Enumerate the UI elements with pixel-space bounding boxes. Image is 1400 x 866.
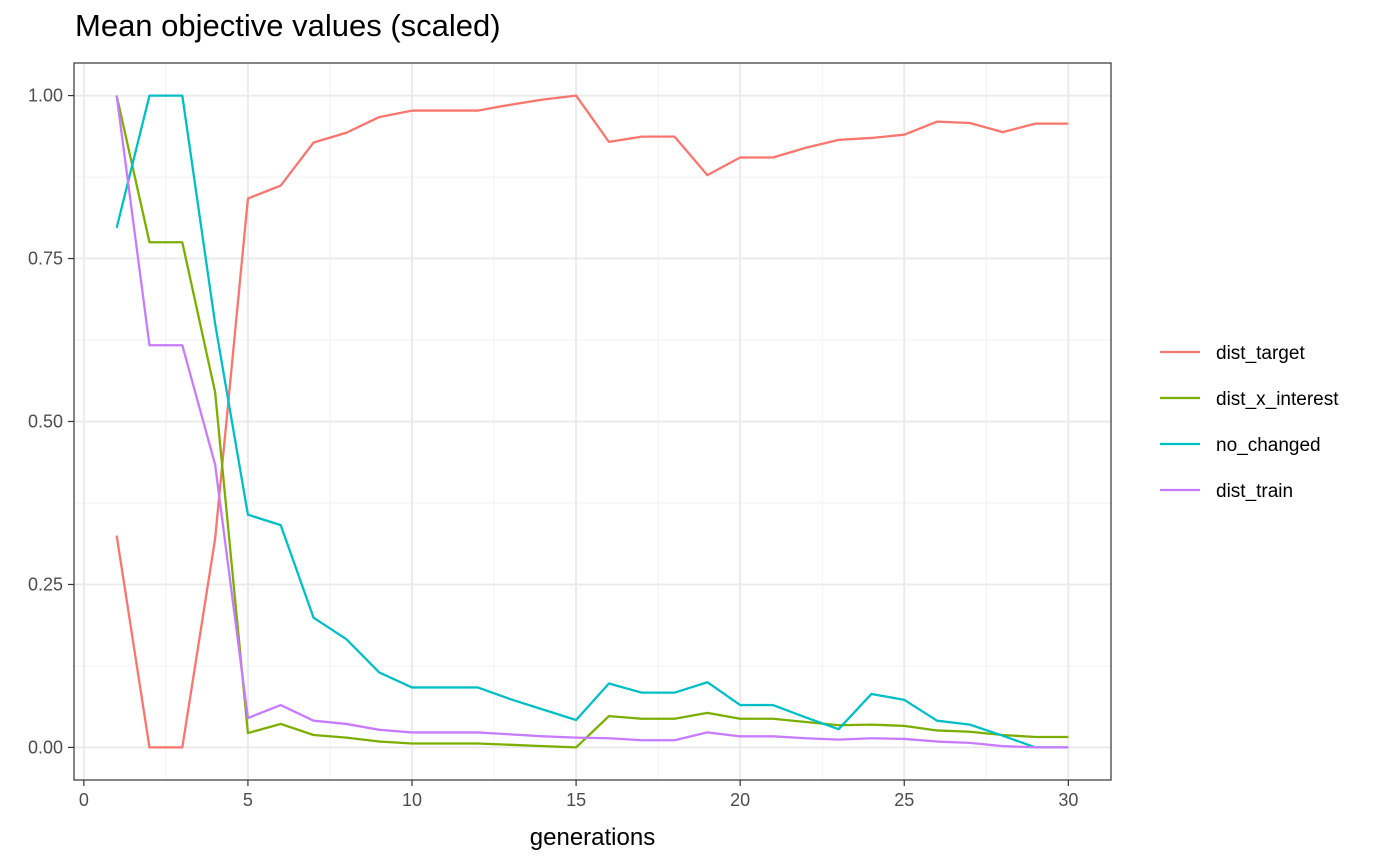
series-line-dist_target <box>115 94 1069 749</box>
y-tick-label: 0.00 <box>28 737 63 757</box>
x-tick-label: 0 <box>79 790 89 810</box>
y-tick-label: 0.25 <box>28 574 63 594</box>
legend-label-dist_target: dist_target <box>1216 343 1305 364</box>
x-tick-label: 10 <box>402 790 422 810</box>
y-tick-label: 0.75 <box>28 249 63 269</box>
legend-label-dist_x_interest: dist_x_interest <box>1216 389 1339 410</box>
y-tick-label: 0.50 <box>28 412 63 432</box>
y-tick-label: 1.00 <box>28 86 63 106</box>
series-line-dist_x_interest <box>115 95 1069 749</box>
legend: dist_target dist_x_interest no_changeddist… <box>1160 343 1339 502</box>
legend-label-dist_train: dist_train <box>1216 481 1293 502</box>
x-tick-label: 30 <box>1058 790 1078 810</box>
grid-layer <box>74 63 1111 780</box>
x-tick-label: 25 <box>894 790 914 810</box>
legend-label-no_changed: no_changed <box>1216 435 1321 456</box>
chart-title: Mean objective values (scaled) <box>75 8 501 43</box>
x-tick-label: 20 <box>730 790 750 810</box>
series-line-no_changed <box>115 94 1069 749</box>
x-tick-label: 15 <box>566 790 586 810</box>
x-tick-label: 5 <box>243 790 253 810</box>
series-layer <box>115 94 1069 749</box>
x-axis-title: generations <box>530 824 655 851</box>
series-line-dist_train <box>115 95 1069 749</box>
axis-layer: 0 5 10 15 20 25 30 0.00 0.25 0.50 0.75 1.00 <box>28 86 1078 810</box>
